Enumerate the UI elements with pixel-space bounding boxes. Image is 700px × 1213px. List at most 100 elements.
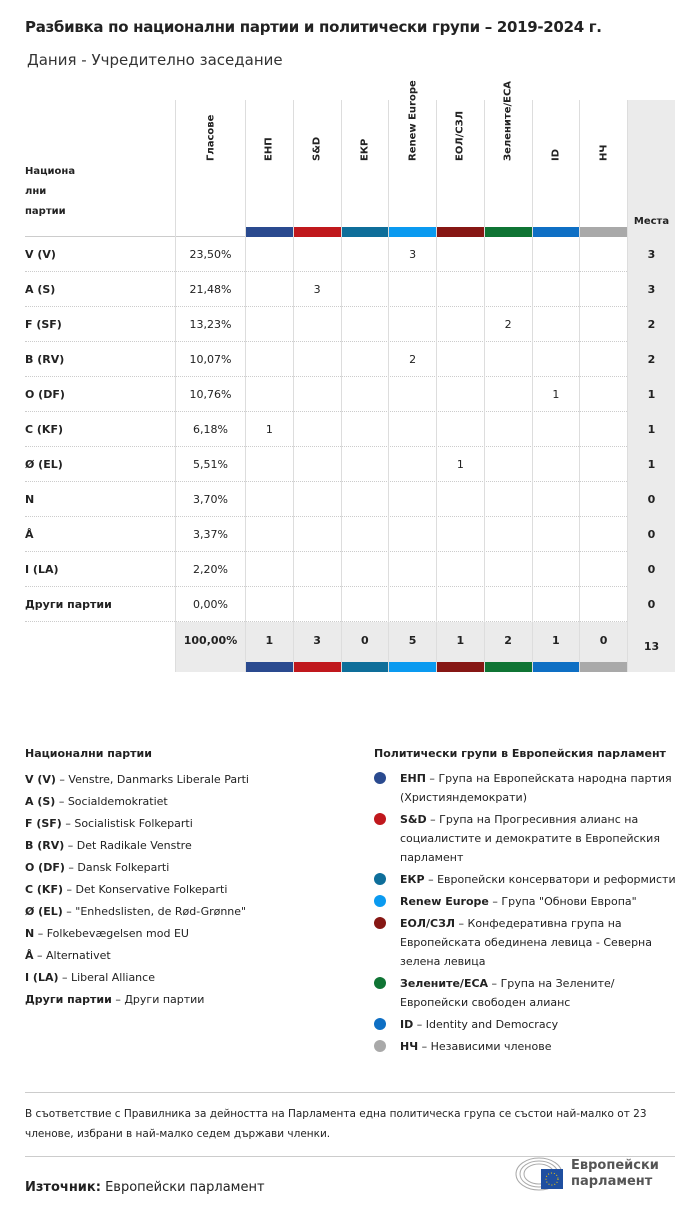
- seat-cell: [579, 377, 627, 412]
- seat-cell: [531, 412, 580, 447]
- source-value: Европейски парламент: [105, 1180, 265, 1195]
- seat-cell: 1: [245, 412, 293, 447]
- parliament-logo-icon: [515, 1157, 563, 1191]
- group-header-label: ID: [550, 148, 562, 161]
- party-name: O (DF): [25, 388, 65, 401]
- group-header-label: ЕКР: [359, 138, 371, 161]
- votes-column-header: Гласове: [175, 100, 245, 237]
- seats-value: 0: [627, 517, 675, 552]
- votes-value: 6,18%: [175, 412, 245, 447]
- footnote: В съответствие с Правилника за дейността…: [25, 1092, 675, 1157]
- group-color-bar: [580, 227, 627, 237]
- group-full-name: Независими членове: [430, 1040, 552, 1053]
- group-header-label: Зелените/ЕСА: [502, 80, 514, 161]
- group-color-dot-icon: [374, 1018, 386, 1030]
- group-full-name: Група "Обнови Европа": [501, 895, 637, 908]
- group-full-name: Група на Европейската народна партия (Хр…: [400, 772, 672, 804]
- seat-cell: [388, 307, 436, 342]
- seats-value: 3: [627, 237, 675, 272]
- table-row: V (V) 23,50% 3 3: [25, 237, 675, 272]
- table-row: O (DF) 10,76% 1 1: [25, 377, 675, 412]
- total-votes-value: 100,00%: [183, 634, 238, 647]
- party-legend-item: F (SF) – Socialistisk Folkeparti: [25, 817, 193, 830]
- group-full-name: Група на Прогресивния алианс на социалис…: [400, 813, 660, 864]
- party-legend-item: N – Folkebevægelsen mod EU: [25, 927, 189, 940]
- groups-legend: Политически групи в Европейския парламен…: [374, 747, 679, 1059]
- seat-cell: [245, 342, 293, 377]
- seat-cell: [292, 377, 341, 412]
- group-full-name: Конфедеративна група на Европейската обе…: [400, 917, 652, 968]
- group-legend-item: ЕКР – Европейски консерватори и реформис…: [374, 870, 679, 889]
- seat-cell: [245, 587, 293, 622]
- seat-cell: [579, 237, 627, 272]
- seat-cell: [388, 482, 436, 517]
- party-abbr: B (RV): [25, 839, 65, 852]
- total-group-seats: 5: [388, 622, 436, 672]
- seats-value: 0: [627, 552, 675, 587]
- group-column-header: ЕКР: [340, 100, 389, 237]
- table-row: A (S) 21,48% 3 3: [25, 272, 675, 307]
- votes-value: 13,23%: [175, 307, 245, 342]
- party-full-name: Socialdemokratiet: [67, 795, 168, 808]
- party-abbr: I (LA): [25, 971, 59, 984]
- seat-cell: [340, 552, 389, 587]
- seat-cell: [531, 342, 580, 377]
- group-color-bar: [532, 662, 580, 672]
- seat-cell: [579, 552, 627, 587]
- group-abbr: ЕОЛ/СЗЛ: [400, 917, 456, 930]
- group-header-label: ЕОЛ/СЗЛ: [454, 110, 466, 161]
- total-group-seats: 1: [436, 622, 484, 672]
- total-group-value: 0: [599, 634, 608, 647]
- group-color-bar: [293, 662, 341, 672]
- seat-cell: [245, 447, 293, 482]
- seat-cell: [340, 517, 389, 552]
- page-subtitle: Дания - Учредително заседание: [27, 51, 283, 69]
- party-name: Å: [25, 528, 34, 541]
- party-abbr: O (DF): [25, 861, 65, 874]
- seat-cell: [245, 482, 293, 517]
- party-legend-item: A (S) – Socialdemokratiet: [25, 795, 168, 808]
- group-full-name: Европейски консерватори и реформисти: [437, 873, 676, 886]
- votes-value: 5,51%: [175, 447, 245, 482]
- votes-value: 21,48%: [175, 272, 245, 307]
- seat-cell: [483, 272, 532, 307]
- ep-logo: Европейски парламент: [515, 1155, 659, 1193]
- group-color-dot-icon: [374, 977, 386, 989]
- party-legend-item: B (RV) – Det Radikale Venstre: [25, 839, 192, 852]
- total-group-seats: 0: [340, 622, 389, 672]
- group-color-bar: [246, 662, 293, 672]
- group-column-header: ЕНП: [245, 100, 293, 237]
- results-table: Национа лни партии Гласове ЕНП S&D ЕКР Renew…: [25, 80, 675, 672]
- party-abbr: Ø (EL): [25, 905, 63, 918]
- seat-cell: [483, 342, 532, 377]
- seat-cell: [292, 307, 341, 342]
- group-legend-item: ID – Identity and Democracy: [374, 1015, 679, 1034]
- page-title: Разбивка по национални партии и политиче…: [25, 18, 602, 36]
- seat-cell: [245, 272, 293, 307]
- group-color-bar: [389, 227, 436, 237]
- group-color-bar: [484, 662, 532, 672]
- totals-row: 100,00% 1 3 0 5 1 2 1 0 13: [25, 622, 675, 672]
- total-group-seats: 1: [531, 622, 580, 672]
- seat-cell: [292, 587, 341, 622]
- seat-cell: [340, 272, 389, 307]
- seat-cell: [579, 272, 627, 307]
- group-legend-item: ЕНП – Група на Европейската народна парт…: [374, 769, 679, 807]
- seat-cell: [245, 237, 293, 272]
- party-abbr: Å: [25, 949, 34, 962]
- group-legend-item: ЕОЛ/СЗЛ – Конфедеративна група на Европе…: [374, 914, 679, 971]
- party-abbr: Други партии: [25, 993, 112, 1006]
- group-color-dot-icon: [374, 813, 386, 825]
- total-group-value: 5: [408, 634, 417, 647]
- party-name: B (RV): [25, 353, 65, 366]
- seat-cell: [531, 272, 580, 307]
- group-color-bar: [293, 227, 341, 237]
- total-group-seats: 0: [579, 622, 627, 672]
- group-legend-item: S&D – Група на Прогресивния алианс на со…: [374, 810, 679, 867]
- seat-cell: [292, 517, 341, 552]
- group-abbr: НЧ: [400, 1040, 419, 1053]
- party-full-name: Други партии: [124, 993, 205, 1006]
- seat-cell: [292, 342, 341, 377]
- seat-cell: [436, 482, 484, 517]
- group-color-dot-icon: [374, 772, 386, 784]
